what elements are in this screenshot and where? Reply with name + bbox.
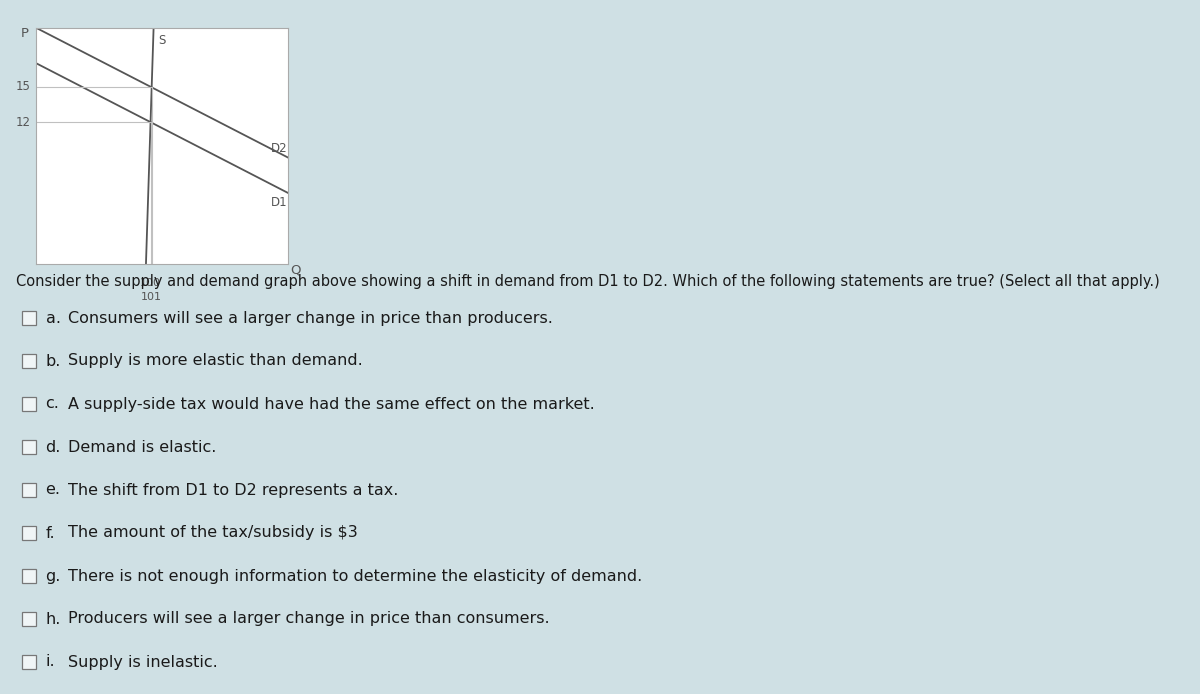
Text: i.: i. [46, 654, 55, 670]
Text: a.: a. [46, 310, 60, 325]
Text: e.: e. [46, 482, 60, 498]
Text: Producers will see a larger change in price than consumers.: Producers will see a larger change in pr… [68, 611, 550, 627]
Text: D1: D1 [271, 196, 288, 210]
Text: The shift from D1 to D2 represents a tax.: The shift from D1 to D2 represents a tax… [68, 482, 398, 498]
Text: 101: 101 [142, 292, 162, 302]
Text: c.: c. [46, 396, 60, 412]
Text: 100: 100 [140, 278, 161, 288]
Text: f.: f. [46, 525, 55, 541]
Text: P: P [20, 27, 29, 40]
Text: Supply is inelastic.: Supply is inelastic. [68, 654, 218, 670]
Text: There is not enough information to determine the elasticity of demand.: There is not enough information to deter… [68, 568, 643, 584]
Text: The amount of the tax/subsidy is $3: The amount of the tax/subsidy is $3 [68, 525, 358, 541]
Text: 12: 12 [16, 116, 30, 128]
Text: d.: d. [46, 439, 61, 455]
Text: 15: 15 [16, 81, 30, 93]
Text: D2: D2 [271, 142, 288, 155]
Text: S: S [158, 34, 166, 46]
Text: g.: g. [46, 568, 61, 584]
Text: Supply is more elastic than demand.: Supply is more elastic than demand. [68, 353, 364, 369]
Text: A supply-side tax would have had the same effect on the market.: A supply-side tax would have had the sam… [68, 396, 595, 412]
Text: Q: Q [290, 263, 301, 276]
Text: Consumers will see a larger change in price than producers.: Consumers will see a larger change in pr… [68, 310, 553, 325]
Text: Consider the supply and demand graph above showing a shift in demand from D1 to : Consider the supply and demand graph abo… [16, 274, 1159, 289]
Text: Demand is elastic.: Demand is elastic. [68, 439, 217, 455]
Text: h.: h. [46, 611, 61, 627]
Text: b.: b. [46, 353, 61, 369]
